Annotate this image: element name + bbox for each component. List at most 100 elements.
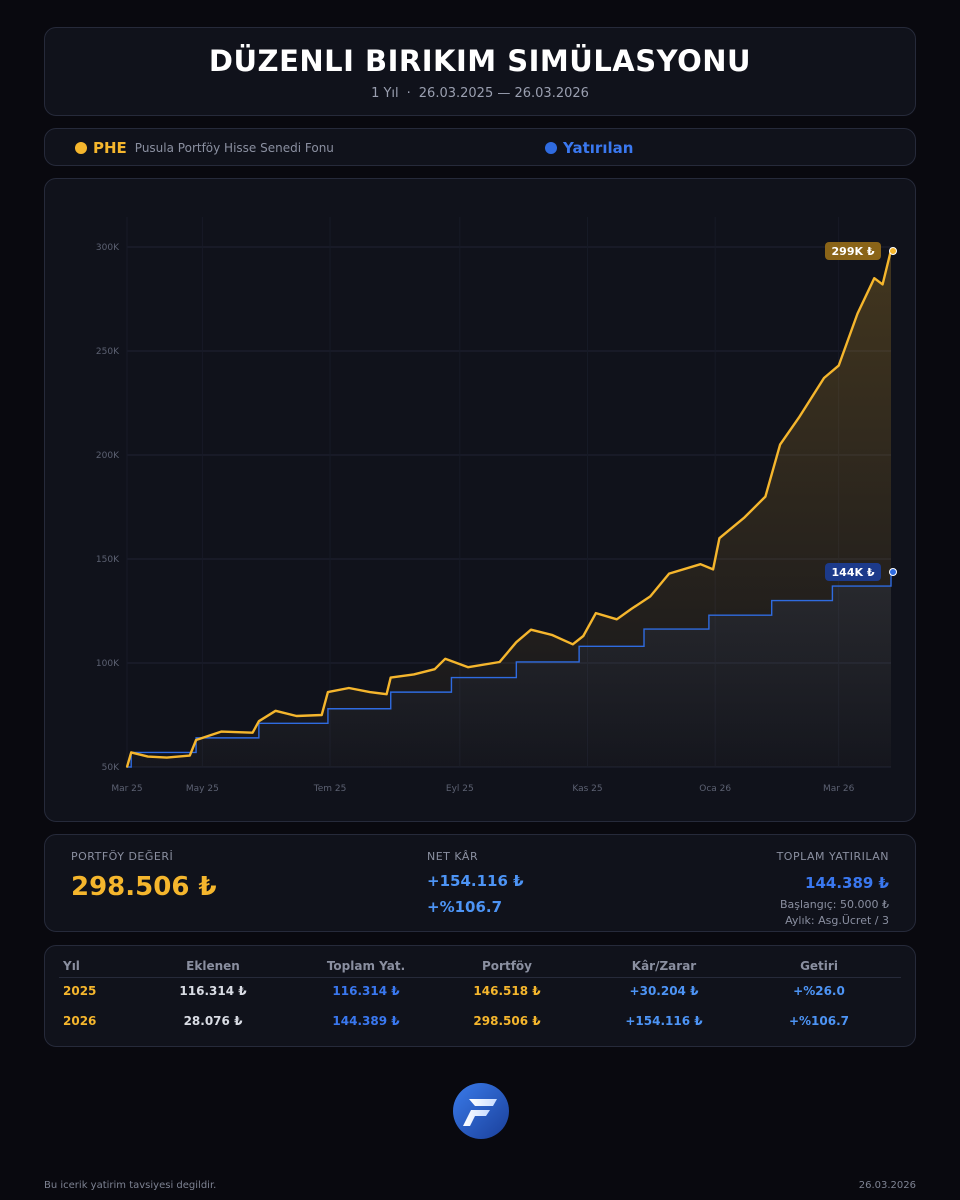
invested-end-badge	[825, 563, 881, 581]
legend-invested-label: Yatırılan	[563, 139, 634, 157]
fund-point	[582, 635, 585, 637]
fund-point	[630, 608, 633, 610]
fund-point	[515, 641, 518, 644]
th-portfolio: Portföy	[482, 958, 532, 973]
initial-amount: Başlangıç: 50.000 ₺	[779, 898, 889, 911]
fund-point	[220, 730, 223, 733]
fund-point	[798, 416, 800, 419]
x-tick-label: May 25	[186, 784, 219, 794]
page-title: DÜZENLI BIRIKIM SIMÜLASYONU	[208, 44, 752, 78]
fund-point	[327, 691, 329, 694]
table-row: 2025 116.314 ₺ 116.314 ₺ 146.518 ₺ +30.2…	[59, 976, 901, 1006]
fund-point	[571, 643, 574, 646]
disclaimer: Bu icerik yatirim tavsiyesi degildir.	[44, 1180, 217, 1191]
cell-year: 2025	[63, 984, 97, 998]
stat-portfolio: PORTFÖY DEĞERİ 298.506 ₺	[71, 845, 217, 902]
stat-total-invested: TOPLAM YATIRILAN 144.389 ₺ Başlangıç: 50…	[777, 845, 889, 927]
fund-end-dot	[889, 247, 897, 255]
subtitle-separator: ·	[406, 86, 411, 101]
x-tick-label: Mar 26	[823, 784, 855, 794]
invested-line	[127, 570, 892, 768]
fund-point	[873, 277, 876, 280]
legend-fund-name: Pusula Portföy Hisse Senedi Fonu	[134, 141, 334, 155]
fund-point	[389, 676, 392, 679]
th-profit-loss: Kâr/Zarar	[631, 958, 697, 973]
cell-portfolio: 298.506 ₺	[473, 1014, 541, 1028]
fund-point	[295, 715, 298, 717]
fund-point	[837, 364, 840, 367]
period-label: 1 Yıl	[371, 86, 399, 101]
invested-label: TOPLAM YATIRILAN	[776, 850, 889, 863]
legend-fund-code: PHE	[93, 139, 127, 157]
fund-point	[712, 568, 714, 571]
date-range: 26.03.2025 — 26.03.2026	[418, 86, 589, 101]
fund-point	[881, 283, 884, 286]
portfolio-value: 298.506 ₺	[71, 872, 217, 902]
x-tick-label: Tem 25	[313, 784, 347, 794]
stat-net-profit: NET KÂR +154.116 ₺ +%106.7	[427, 845, 524, 916]
y-tick-label: 250K	[96, 347, 120, 357]
subtitle: 1 Yıl · 26.03.2025 — 26.03.2026	[45, 86, 915, 101]
fund-point	[368, 691, 371, 694]
fund-point	[823, 377, 825, 379]
invested-dot-icon	[545, 142, 557, 154]
invested-end-dot	[889, 568, 897, 576]
cell-portfolio: 146.518 ₺	[473, 984, 541, 998]
fund-point	[147, 755, 149, 758]
stats-panel: PORTFÖY DEĞERİ 298.506 ₺ NET KÂR +154.11…	[44, 834, 916, 932]
fund-end-badge	[825, 242, 881, 260]
cell-total-invested: 144.389 ₺	[332, 1014, 400, 1028]
cell-return: +%106.7	[788, 1014, 850, 1028]
fund-point	[320, 714, 323, 716]
fund-end-label: 299K ₺	[832, 245, 875, 258]
x-tick-label: Mar 25	[111, 784, 142, 794]
cell-added: 116.314 ₺	[179, 984, 247, 998]
fund-point	[551, 634, 553, 636]
legend-item-invested: Yatırılan	[545, 129, 633, 167]
fund-point	[195, 739, 197, 741]
fund-point	[433, 668, 436, 671]
footer-date: 26.03.2026	[858, 1180, 916, 1191]
fund-point	[412, 673, 415, 676]
y-tick-label: 300K	[96, 243, 120, 253]
fund-point	[615, 618, 618, 621]
cell-total-invested: 116.314 ₺	[332, 984, 400, 998]
x-tick-label: Kas 25	[572, 784, 602, 794]
legend-panel: PHE Pusula Portföy Hisse Senedi Fonu Yat…	[44, 128, 916, 166]
th-year: Yıl	[63, 958, 80, 973]
th-added: Eklenen	[186, 958, 240, 973]
fund-point	[188, 754, 191, 757]
line-chart: 50K 100K 150K 200K 250K 300K Mar 25 May 25 Tem …	[96, 217, 897, 794]
table-header-row: Yıl Eklenen Toplam Yat. Portföy Kâr/Zara…	[59, 954, 901, 978]
cell-profit-loss: +30.204 ₺	[629, 984, 699, 998]
x-tick-label: Eyl 25	[446, 784, 474, 794]
y-tick-label: 150K	[96, 555, 120, 565]
invested-value: 144.389 ₺	[805, 874, 889, 892]
fund-point	[699, 563, 702, 566]
profit-label: NET KÂR	[427, 850, 479, 863]
chart-panel: 50K 100K 150K 200K 250K 300K Mar 25 May 25 Tem …	[44, 178, 916, 822]
fund-dot-icon	[75, 142, 87, 154]
fund-point	[165, 756, 168, 759]
header-panel: DÜZENLI BIRIKIM SIMÜLASYONU 1 Yıl · 26.0…	[44, 27, 916, 116]
fund-point	[385, 693, 388, 696]
x-tick-label: Oca 26	[699, 784, 731, 794]
yearly-table: Yıl Eklenen Toplam Yat. Portföy Kâr/Zara…	[44, 945, 916, 1047]
fund-point	[649, 595, 652, 598]
fund-point	[467, 666, 470, 669]
fund-point	[779, 443, 781, 446]
fund-point	[856, 312, 859, 315]
table-row: 2026 28.076 ₺ 144.389 ₺ 298.506 ₺ +154.1…	[59, 1006, 901, 1036]
profit-percent: +%106.7	[427, 898, 503, 916]
y-tick-label: 200K	[96, 451, 120, 461]
legend-item-fund: PHE Pusula Portföy Hisse Senedi Fonu	[75, 129, 334, 167]
cell-profit-loss: +154.116 ₺	[625, 1014, 703, 1028]
y-tick-label: 100K	[96, 659, 120, 669]
cell-return: +%26.0	[793, 984, 845, 998]
fund-point	[274, 709, 277, 712]
stylized-f-logo-icon	[453, 1083, 509, 1139]
y-tick-label: 50K	[102, 763, 120, 773]
fund-point	[130, 751, 133, 754]
fund-point	[257, 720, 260, 723]
invested-end-label: 144K ₺	[832, 566, 875, 579]
